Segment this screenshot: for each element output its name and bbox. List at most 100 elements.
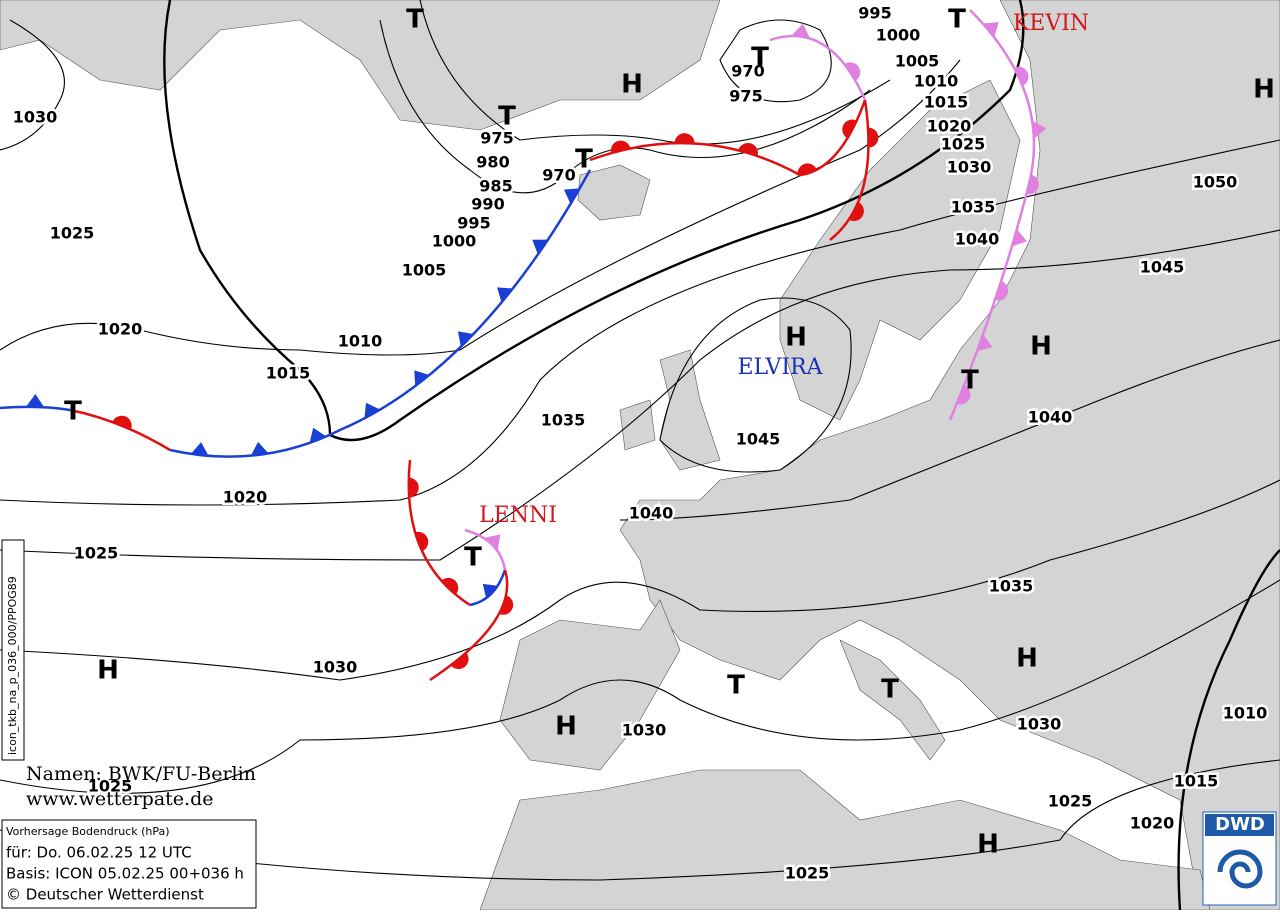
isobar-label: 1035: [989, 577, 1034, 596]
side-box: [1, 539, 25, 761]
front-symbol: [309, 427, 327, 444]
pressure-system: T: [64, 397, 82, 427]
pressure-system: T: [881, 675, 899, 705]
front-symbol: [868, 127, 879, 148]
front-symbol: [441, 577, 459, 595]
isobar-label: 995: [457, 214, 490, 233]
front-symbol: [414, 370, 430, 387]
logo-band: [1205, 814, 1274, 836]
pressure-system: H: [1016, 644, 1038, 674]
info-text: Basis: ICON 05.02.25 00+036 h: [6, 865, 244, 883]
isobar-label: 1035: [951, 198, 996, 217]
pressure-system: H: [555, 712, 577, 742]
isobar-label: 1030: [947, 158, 992, 177]
front-symbol: [842, 119, 857, 139]
info-text: © Deutscher Wetterdienst: [6, 886, 204, 904]
pressure-system: T: [498, 102, 516, 132]
front-symbol: [364, 402, 381, 419]
isobar-label: 970: [542, 166, 575, 185]
logo-swirl: [1217, 849, 1263, 889]
front-symbol: [797, 163, 818, 177]
isobar-label: 1025: [74, 544, 119, 563]
isobar-label: 1020: [1130, 814, 1175, 833]
isobar-label: 1025: [88, 777, 133, 796]
front-symbol: [112, 415, 132, 430]
front-symbol: [1026, 174, 1039, 195]
isobar-label: 975: [480, 129, 513, 148]
info-box: [1, 819, 257, 909]
front-symbol: [190, 442, 209, 456]
isobar-label: 1040: [1028, 408, 1073, 427]
isobar-label: 1015: [266, 364, 311, 383]
side-code: icon_tkb_na_p_036_000/PPOG89: [6, 576, 19, 755]
storm-name: ELVIRA: [737, 355, 823, 380]
front-symbol: [250, 441, 269, 456]
pressure-system: H: [977, 830, 999, 860]
isobar-label: 1010: [1223, 704, 1268, 723]
pressure-system: T: [464, 543, 482, 573]
front-symbol: [977, 334, 993, 352]
pressure-system: H: [1030, 332, 1052, 362]
front-symbol: [956, 385, 971, 405]
isobar-label: 1000: [432, 232, 477, 251]
isobar-label: 980: [476, 153, 509, 172]
pressure-system: H: [97, 656, 119, 686]
isobar-label: 1025: [785, 864, 830, 883]
storm-name: KEVIN: [1013, 11, 1089, 36]
isobar-label: 1020: [223, 488, 268, 507]
isobar-label: 1035: [541, 411, 586, 430]
isobar-label: 1005: [402, 261, 447, 280]
pressure-system: T: [961, 366, 979, 396]
isobar-label: 1015: [924, 93, 969, 112]
front-symbol: [532, 239, 549, 255]
pressure-system: T: [948, 5, 966, 35]
front-symbol: [408, 477, 419, 498]
front-symbol: [674, 133, 695, 144]
isobar-label: 975: [729, 87, 762, 106]
storm-name: LENNI: [479, 503, 557, 528]
pressure-system: T: [406, 5, 424, 35]
front-symbol: [414, 531, 429, 552]
info-text: Vorhersage Bodendruck (hPa): [6, 825, 170, 838]
fronts: [0, 9, 1047, 682]
front-symbol: [450, 652, 469, 669]
isobar-label: 1040: [955, 230, 1000, 249]
front-symbol: [738, 143, 758, 156]
front-symbol: [1011, 229, 1027, 247]
isobar-label: 1040: [629, 504, 674, 523]
pressure-system: H: [1253, 75, 1275, 105]
front-symbol: [844, 62, 861, 81]
front-symbol: [1014, 66, 1029, 86]
credit: www.wetterpate.de: [26, 788, 214, 810]
isobar-label: 1030: [622, 721, 667, 740]
front-symbol: [610, 140, 631, 153]
front-symbol: [792, 23, 810, 38]
front-symbol: [497, 287, 513, 303]
front-symbol: [26, 393, 45, 408]
front-symbol: [563, 188, 580, 204]
isobar-label: 1030: [13, 108, 58, 127]
isobar-label: 1050: [1193, 173, 1238, 192]
front-symbol: [484, 534, 501, 551]
isobar-label: 985: [479, 177, 512, 196]
pressure-system: T: [575, 145, 593, 175]
isobar-label: 970: [731, 62, 764, 81]
info-text: für: Do. 06.02.25 12 UTC: [6, 844, 192, 862]
isobar-label: 1010: [338, 332, 383, 351]
isobar-label: 1010: [914, 72, 959, 91]
front-symbol: [457, 331, 474, 347]
front-symbol: [995, 281, 1009, 301]
pressure-system: T: [727, 671, 745, 701]
credit: Namen: BWK/FU-Berlin: [26, 763, 256, 785]
front-symbol: [1032, 120, 1047, 139]
logo-text: DWD: [1215, 814, 1265, 835]
isobar-label: 1030: [1017, 715, 1062, 734]
isobar-label: 1000: [876, 26, 921, 45]
front-symbol: [849, 202, 864, 222]
isobar-label: 995: [858, 4, 891, 23]
isobar-label: 1045: [1140, 258, 1185, 277]
isobar-label: 1025: [50, 224, 95, 243]
